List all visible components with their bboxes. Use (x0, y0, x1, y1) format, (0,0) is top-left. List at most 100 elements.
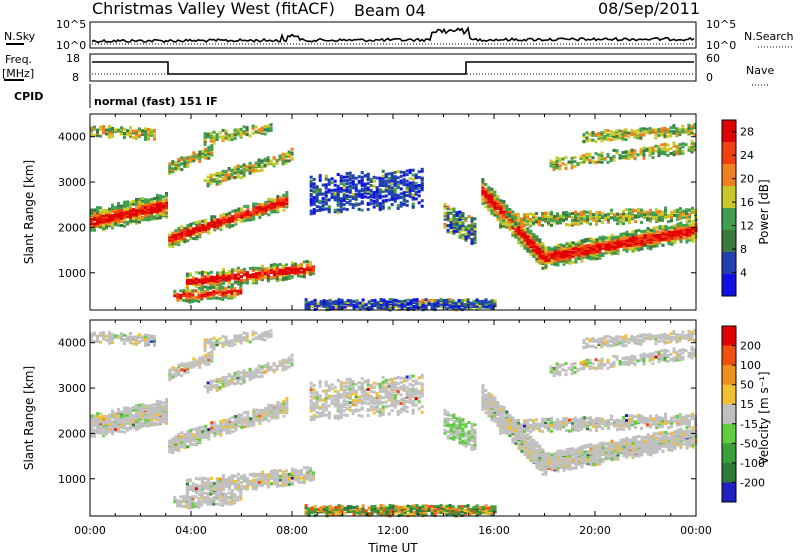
power-data-cell-914 (171, 161, 175, 165)
power-data-cell-2250 (446, 211, 450, 215)
power-data-cell-4022 (642, 151, 646, 155)
power-data-cell-2772 (544, 248, 548, 252)
power-data-cell-1892 (342, 207, 346, 211)
power-data-cell-2492 (499, 202, 503, 206)
power-data-cell-498 (144, 137, 147, 141)
power-data-cell-4140 (606, 133, 610, 137)
power-data-cell-1761 (309, 185, 313, 189)
power-data-cell-3941 (573, 160, 577, 164)
power-data-cell-1349 (215, 283, 219, 287)
power-data-cell-3300 (655, 233, 659, 237)
power-data-cell-1067 (239, 171, 243, 175)
power-data-cell-3629 (568, 214, 571, 218)
power-data-cell-3486 (502, 216, 505, 220)
power-data-cell-2704 (535, 235, 539, 239)
power-data-cell-1912 (345, 188, 349, 192)
power-data-cell-1430 (242, 267, 246, 271)
power-data-cell-3435 (685, 219, 689, 223)
power-data-cell-3623 (565, 215, 568, 219)
power-data-cell-3807 (649, 217, 652, 221)
power-data-cell-210 (126, 200, 129, 204)
power-data-cell-4466 (400, 304, 404, 307)
power-data-cell-2667 (529, 231, 533, 235)
power-data-cell-3823 (655, 213, 658, 217)
power-data-cell-1257 (266, 128, 270, 132)
power-data-cell-1391 (227, 270, 231, 274)
power-data-cell-3083 (610, 247, 614, 251)
power-data-cell-3816 (652, 213, 655, 217)
power-data-cell-1210 (233, 133, 237, 137)
power-data-cell-626 (195, 222, 199, 226)
power-data-cell-4160 (618, 129, 622, 133)
date-title: 08/Sep/2011 (598, 0, 700, 18)
power-data-cell-2818 (556, 258, 560, 262)
power-data-cell-1754 (309, 203, 313, 207)
power-data-cell-3612 (559, 214, 562, 218)
power-data-cell-3455 (691, 228, 695, 232)
power-data-cell-449 (108, 125, 111, 129)
power-data-cell-4294 (313, 302, 317, 306)
power-data-cell-4462 (397, 299, 401, 303)
power-data-cell-2940 (580, 248, 584, 252)
power-data-cell-2099 (390, 186, 394, 190)
power-data-cell-3262 (649, 247, 653, 251)
power-data-cell-3869 (679, 217, 682, 221)
velocity-data-cell-116 (111, 432, 114, 436)
power-data-cell-2134 (399, 201, 403, 205)
power-data-cell-2378 (481, 194, 485, 198)
power-data-cell-1801 (318, 178, 322, 182)
power-data-cell-3075 (607, 242, 611, 246)
power-data-cell-4643 (484, 305, 488, 308)
power-data-cell-2370 (473, 222, 477, 226)
power-data-cell-3938 (570, 160, 574, 164)
power-data-cell-322 (150, 215, 153, 219)
power-data-cell-462 (120, 131, 123, 135)
power-data-cell-2307 (461, 228, 465, 232)
power-data-cell-3581 (547, 220, 550, 224)
power-data-cell-1794 (318, 205, 322, 209)
power-data-cell-3365 (670, 228, 674, 232)
power-data-cell-4494 (415, 305, 419, 309)
power-data-cell-1975 (360, 183, 364, 187)
power-data-cell-4032 (651, 156, 655, 160)
power-data-cell-2875 (568, 260, 572, 264)
power-data-cell-1725 (224, 290, 228, 294)
power-data-cell-3133 (619, 237, 623, 240)
power-data-cell-2372 (481, 201, 485, 205)
power-data-cell-1063 (236, 167, 240, 171)
power-data-cell-1863 (336, 203, 340, 207)
power-data-cell-3955 (585, 156, 589, 160)
power-data-cell-3646 (577, 223, 580, 226)
power-data-cell-4601 (463, 298, 467, 302)
power-data-cell-1540 (284, 277, 288, 281)
power-data-cell-2373 (481, 199, 485, 203)
power-data-cell-4153 (615, 134, 619, 138)
power-data-cell-2947 (580, 239, 584, 243)
power-data-cell-2205 (414, 181, 418, 185)
power-data-cell-2166 (405, 179, 409, 183)
power-data-cell-3926 (558, 157, 562, 161)
power-data-cell-2316 (461, 214, 465, 218)
power-data-cell-2577 (517, 240, 521, 244)
power-data-cell-771 (246, 211, 250, 215)
power-data-cell-4044 (657, 148, 661, 152)
power-data-cell-1101 (254, 164, 258, 168)
power-data-cell-2095 (390, 192, 394, 195)
power-data-cell-3239 (643, 244, 647, 247)
power-data-cell-1076 (242, 166, 246, 170)
velocity-data-cell-192 (123, 409, 126, 413)
power-data-cell-1089 (248, 166, 252, 170)
power-data-cell-3633 (571, 221, 574, 225)
power-data-cell-3323 (661, 232, 665, 235)
power-data-cell-1760 (309, 189, 313, 192)
power-data-cell-2412 (487, 200, 491, 204)
velocity-data-cell-196 (126, 426, 129, 430)
power-data-cell-4120 (597, 134, 601, 138)
power-data-cell-4525 (430, 304, 434, 308)
power-data-cell-166 (120, 219, 123, 223)
power-data-cell-3849 (664, 206, 667, 210)
power-data-cell-366 (156, 196, 159, 199)
power-data-cell-4435 (385, 304, 389, 308)
power-data-cell-4151 (612, 130, 616, 134)
power-data-cell-1035 (221, 169, 225, 173)
